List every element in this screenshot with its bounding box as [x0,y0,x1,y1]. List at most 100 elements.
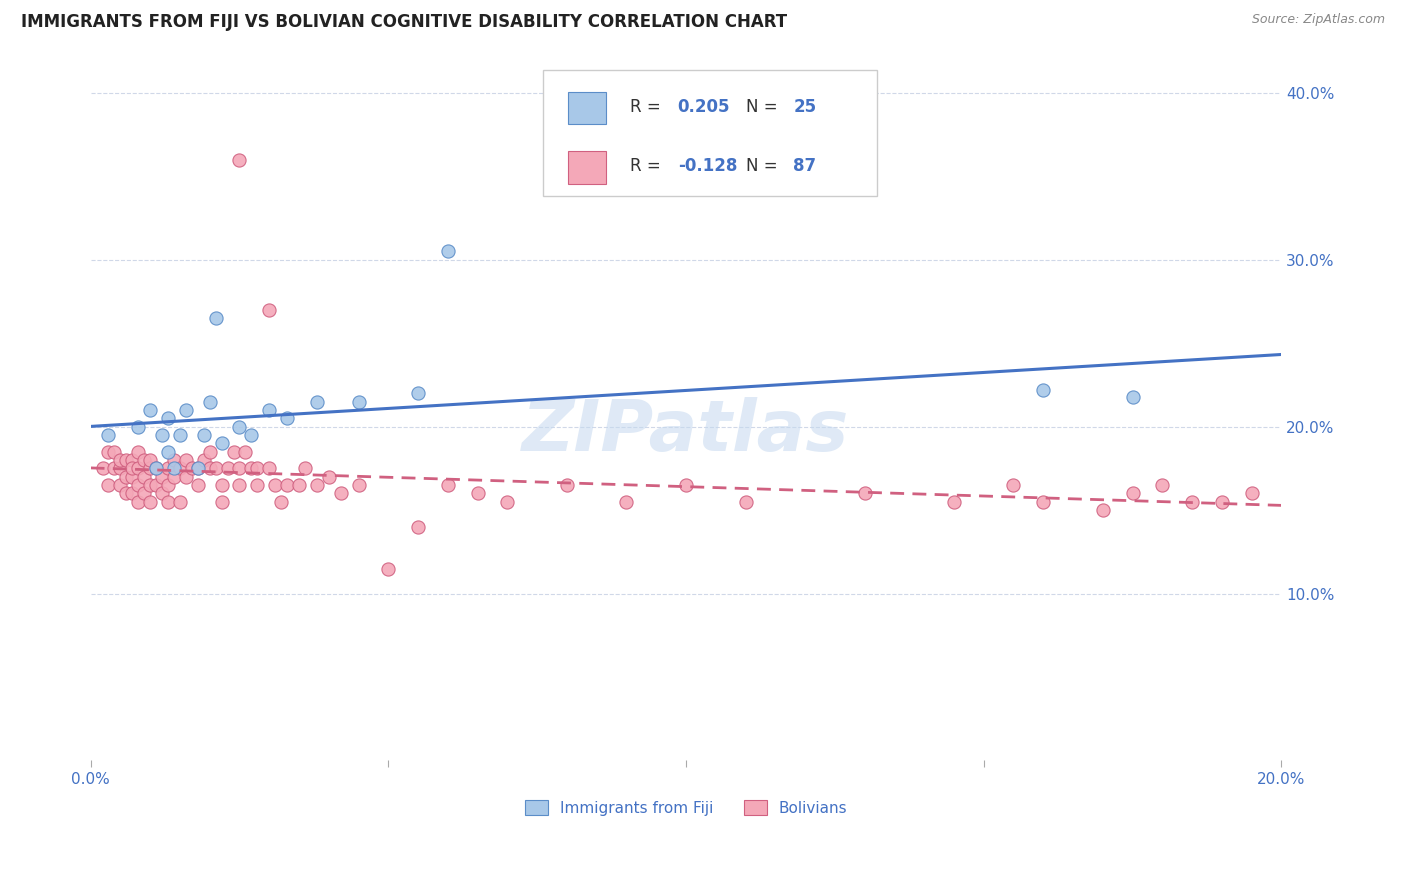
Point [156,478,179,492]
Point [180,461,202,475]
Point [156,444,179,458]
Point [1122,486,1144,500]
Point [240,461,263,475]
Text: Source: ZipAtlas.com: Source: ZipAtlas.com [1251,13,1385,27]
Point [134,486,156,500]
Point [145,478,167,492]
Point [1152,478,1174,492]
Point [228,153,250,167]
Legend: Immigrants from Fiji, Bolivians: Immigrants from Fiji, Bolivians [524,800,848,816]
Point [288,478,311,492]
Point [217,461,239,475]
Point [139,403,162,417]
Point [127,495,149,509]
Text: 25: 25 [793,97,817,116]
Point [127,419,149,434]
Point [257,461,280,475]
Point [121,461,143,475]
Point [174,453,197,467]
Point [228,478,250,492]
Point [156,495,179,509]
Point [246,478,269,492]
Point [127,461,149,475]
Point [174,469,197,483]
Point [228,419,250,434]
Point [187,478,209,492]
Text: ZIPatlas: ZIPatlas [522,397,849,466]
Point [377,561,399,575]
Point [110,453,132,467]
Point [115,453,138,467]
Point [1181,495,1204,509]
Point [150,486,173,500]
Point [305,394,328,409]
Point [121,469,143,483]
Point [110,461,132,475]
Point [91,461,114,475]
Point [211,495,233,509]
Point [156,461,179,475]
Point [1032,383,1054,397]
Point [1002,478,1025,492]
FancyBboxPatch shape [568,92,606,124]
Point [115,469,138,483]
Text: 87: 87 [793,157,817,175]
Point [318,469,340,483]
Point [675,478,697,492]
Point [156,411,179,425]
Point [276,411,298,425]
Point [555,478,578,492]
Text: N =: N = [745,97,782,116]
Point [150,428,173,442]
Text: 0.205: 0.205 [678,97,730,116]
Point [145,461,167,475]
Point [174,403,197,417]
Point [97,428,120,442]
Point [222,444,245,458]
Point [134,469,156,483]
Point [110,478,132,492]
Point [294,461,316,475]
Point [150,469,173,483]
Point [347,478,370,492]
Point [270,495,292,509]
Point [437,478,460,492]
Point [1091,503,1114,517]
Text: IMMIGRANTS FROM FIJI VS BOLIVIAN COGNITIVE DISABILITY CORRELATION CHART: IMMIGRANTS FROM FIJI VS BOLIVIAN COGNITI… [21,13,787,31]
Point [134,453,156,467]
Point [406,386,429,401]
Point [198,444,221,458]
FancyBboxPatch shape [568,152,606,184]
Point [235,444,257,458]
Point [211,436,233,450]
Point [276,478,298,492]
Point [127,444,149,458]
Point [193,453,215,467]
Point [163,469,186,483]
Point [103,444,125,458]
Point [228,461,250,475]
FancyBboxPatch shape [543,70,876,196]
Point [187,461,209,475]
Point [437,244,460,259]
Text: R =: R = [630,97,666,116]
Point [942,495,965,509]
Point [121,486,143,500]
Point [734,495,756,509]
Point [211,478,233,492]
Point [193,428,215,442]
Point [257,302,280,317]
Point [163,453,186,467]
Point [1240,486,1263,500]
Point [145,461,167,475]
Point [97,478,120,492]
Point [1122,390,1144,404]
Point [97,444,120,458]
Point [467,486,489,500]
Point [240,428,263,442]
Point [139,478,162,492]
Point [204,461,226,475]
Point [127,478,149,492]
Text: R =: R = [630,157,666,175]
Point [163,461,186,475]
